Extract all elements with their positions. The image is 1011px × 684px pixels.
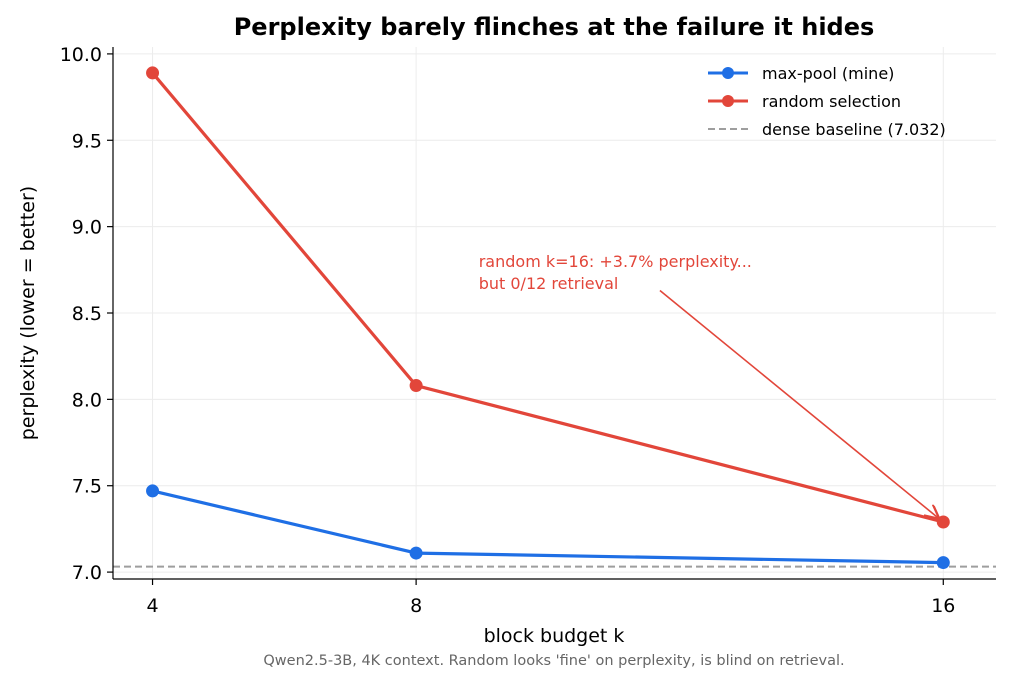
x-ticks: 4 8 16 (146, 579, 955, 617)
y-tick-label-6: 10.0 (60, 44, 102, 66)
y-tick-label-1: 7.5 (72, 476, 102, 498)
series-1-point-0 (146, 66, 160, 80)
series-0-point-2 (936, 556, 950, 570)
series-1-point-2 (936, 515, 950, 529)
chart-caption: Qwen2.5-3B, 4K context. Random looks 'fi… (263, 653, 844, 669)
legend-label-random: random selection (762, 92, 901, 111)
x-tick-label-0: 4 (146, 595, 158, 617)
series-0-point-0 (146, 484, 160, 498)
legend-marker-max-pool (722, 67, 734, 79)
legend-label-max-pool: max-pool (mine) (762, 64, 894, 83)
series-layer (146, 66, 950, 570)
y-ticks: 7.0 7.5 8.0 8.5 9.0 9.5 10.0 (60, 44, 113, 584)
legend-label-dense-baseline: dense baseline (7.032) (762, 120, 946, 139)
y-tick-label-4: 9.0 (72, 217, 102, 239)
y-tick-label-3: 8.5 (72, 303, 102, 325)
y-tick-label-5: 9.5 (72, 130, 102, 152)
x-tick-label-2: 16 (931, 595, 955, 617)
annotation-line-1: random k=16: +3.7% perplexity... (479, 252, 752, 271)
series-0-point-1 (409, 546, 423, 560)
y-tick-label-2: 8.0 (72, 389, 102, 411)
annotation-arrow (659, 289, 938, 518)
legend: max-pool (mine) random selection dense b… (708, 64, 946, 139)
grid (113, 47, 996, 579)
legend-marker-random (722, 95, 734, 107)
y-axis-label: perplexity (lower = better) (17, 186, 39, 440)
annotation-line-2: but 0/12 retrieval (479, 274, 619, 293)
x-axis-label: block budget k (484, 625, 625, 647)
series-line-0 (152, 489, 944, 565)
chart-title: Perplexity barely flinches at the failur… (234, 13, 875, 41)
y-tick-label-0: 7.0 (72, 562, 102, 584)
series-1-point-1 (409, 379, 423, 393)
x-tick-label-1: 8 (410, 595, 422, 617)
annotation: random k=16: +3.7% perplexity... but 0/1… (479, 252, 939, 518)
